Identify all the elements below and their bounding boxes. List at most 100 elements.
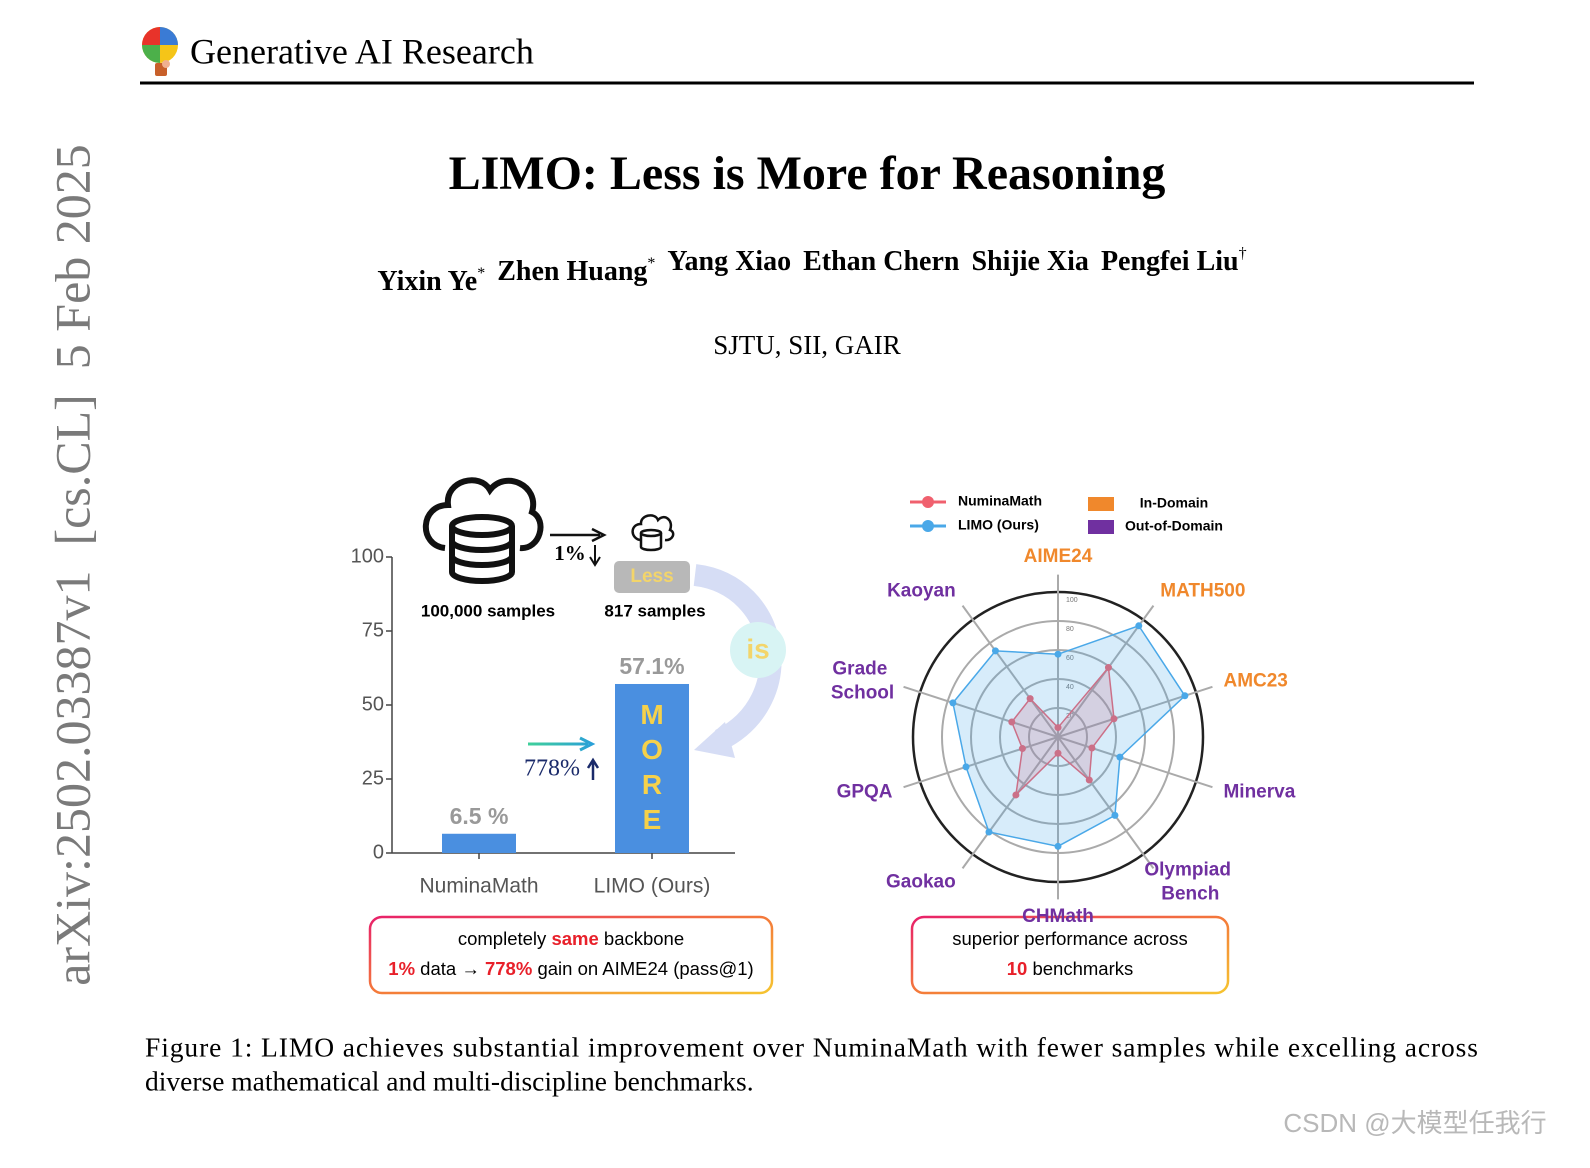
author-mark: *	[477, 265, 485, 282]
legend-dot	[922, 496, 934, 508]
callout-line: 10 benchmarks	[1007, 958, 1133, 979]
value-label: 57.1%	[619, 653, 684, 679]
cloud-icon	[422, 477, 544, 584]
bar	[442, 833, 516, 853]
callout-segment: 1%	[388, 958, 415, 979]
axis-label: Minerva	[1223, 782, 1295, 803]
author-mark: †	[1239, 245, 1247, 262]
spoke	[961, 736, 1059, 869]
callout-box	[910, 915, 1230, 995]
axis-label: AMC23	[1223, 670, 1287, 691]
axis-label: Kaoyan	[887, 580, 956, 601]
legend-swatch	[1088, 497, 1114, 511]
radar-point	[949, 699, 957, 707]
affiliation: SJTU, SII, GAIR	[713, 330, 901, 360]
curved-arrow-head	[694, 722, 735, 758]
caption-line: diverse mathematical and multi-disciplin…	[145, 1065, 754, 1096]
radar-point	[1116, 753, 1124, 761]
axis-label-line: Grade	[832, 658, 892, 679]
radar-point	[1054, 842, 1062, 850]
arxiv-id: arXiv:2502.03387v1 [cs.CL] 5 Feb 2025	[44, 144, 100, 986]
spoke	[1057, 736, 1213, 789]
radar-point	[1135, 622, 1143, 630]
axis-label: Grade School	[831, 658, 894, 703]
y-tick-label: 100	[351, 545, 384, 567]
axis-label: CHMath	[1022, 906, 1094, 927]
spoke	[903, 685, 1059, 738]
down-arrow	[589, 545, 601, 567]
author-name: Pengfei Liu	[1101, 246, 1239, 277]
callout-segment: completely	[458, 928, 552, 949]
callout-segment: same	[551, 928, 598, 949]
radar-point	[1085, 776, 1093, 784]
header-title: Generative AI Research	[190, 31, 534, 71]
callout-segment: gain on AIME24 (pass@1)	[532, 958, 753, 979]
callout-box	[368, 915, 774, 995]
spoke	[903, 736, 1059, 789]
spoke	[961, 605, 1059, 738]
value-label: 6.5 %	[450, 803, 509, 829]
r-tick-label: 40	[1066, 684, 1074, 691]
r-tick-label: 80	[1066, 626, 1074, 633]
legend-dot	[922, 520, 934, 532]
callout-line: 1% data → 778% gain on AIME24 (pass@1)	[388, 958, 753, 979]
radar-point	[962, 763, 970, 771]
callout-line: superior performance across	[952, 928, 1187, 949]
legend-label: NuminaMath	[958, 493, 1042, 509]
legend-label: In-Domain	[1140, 495, 1208, 511]
annotation: 817 samples	[604, 601, 705, 620]
author-mark: *	[647, 255, 655, 272]
annotation: 1%	[554, 541, 586, 565]
radar-point	[1054, 650, 1062, 658]
authors: Yixin Ye* Zhen Huang* Yang Xiao Ethan Chern…	[377, 245, 1246, 298]
annotation: 100,000 samples	[421, 601, 555, 620]
radar-point	[1012, 791, 1020, 799]
annotation: is	[746, 633, 769, 664]
radar-point	[991, 647, 999, 655]
author-name: Zhen Huang	[497, 256, 647, 287]
r-tick-label: 100	[1066, 597, 1078, 604]
callout-segment: 10	[1007, 958, 1028, 979]
letter: M	[640, 699, 663, 730]
r-tick-label: 60	[1066, 655, 1074, 662]
callout-line: completely same backbone	[458, 928, 684, 949]
r-tick-label: 20	[1066, 713, 1074, 720]
caption-line: Figure 1: LIMO achieves substantial impr…	[145, 1031, 1478, 1062]
radar-point	[1110, 715, 1118, 723]
legend-label: Out-of-Domain	[1125, 518, 1223, 534]
radar-point	[1054, 749, 1062, 757]
radar-point	[1088, 744, 1096, 752]
letter: O	[641, 734, 663, 765]
callout-segment: backbone	[599, 928, 684, 949]
axis-label-line: Olympiad	[1144, 860, 1236, 881]
author-name: Yang Xiao	[667, 246, 791, 277]
small-cloud-icon	[631, 514, 675, 552]
y-tick-label: 50	[362, 693, 384, 715]
annotation: 778%	[524, 756, 580, 782]
radar-area	[952, 624, 1186, 848]
radar-point	[985, 828, 993, 836]
annotation: Less	[630, 566, 673, 587]
axis-label: MATH500	[1160, 580, 1245, 601]
spoke	[1057, 736, 1155, 869]
radar-point	[1111, 811, 1119, 819]
radar-point	[1054, 724, 1062, 732]
less-badge	[614, 561, 690, 593]
x-tick-label: NuminaMath	[419, 875, 538, 898]
callout-segment: superior performance across	[952, 928, 1187, 949]
up-arrow	[586, 757, 600, 780]
radar-point	[1018, 745, 1026, 753]
x-tick-label: LIMO (Ours)	[594, 875, 711, 898]
axis-label: Gaokao	[886, 872, 956, 893]
watermark: CSDN @大模型任我行	[1283, 1108, 1546, 1138]
author-name: Shijie Xia	[971, 246, 1088, 277]
y-tick-label: 75	[362, 619, 384, 641]
radar-point	[1104, 664, 1112, 672]
author-name: Ethan Chern	[803, 246, 960, 277]
callout-segment: benchmarks	[1027, 958, 1133, 979]
letter: R	[642, 769, 662, 800]
paper-title: LIMO: Less is More for Reasoning	[449, 147, 1166, 200]
author-name: Yixin Ye	[377, 266, 477, 297]
